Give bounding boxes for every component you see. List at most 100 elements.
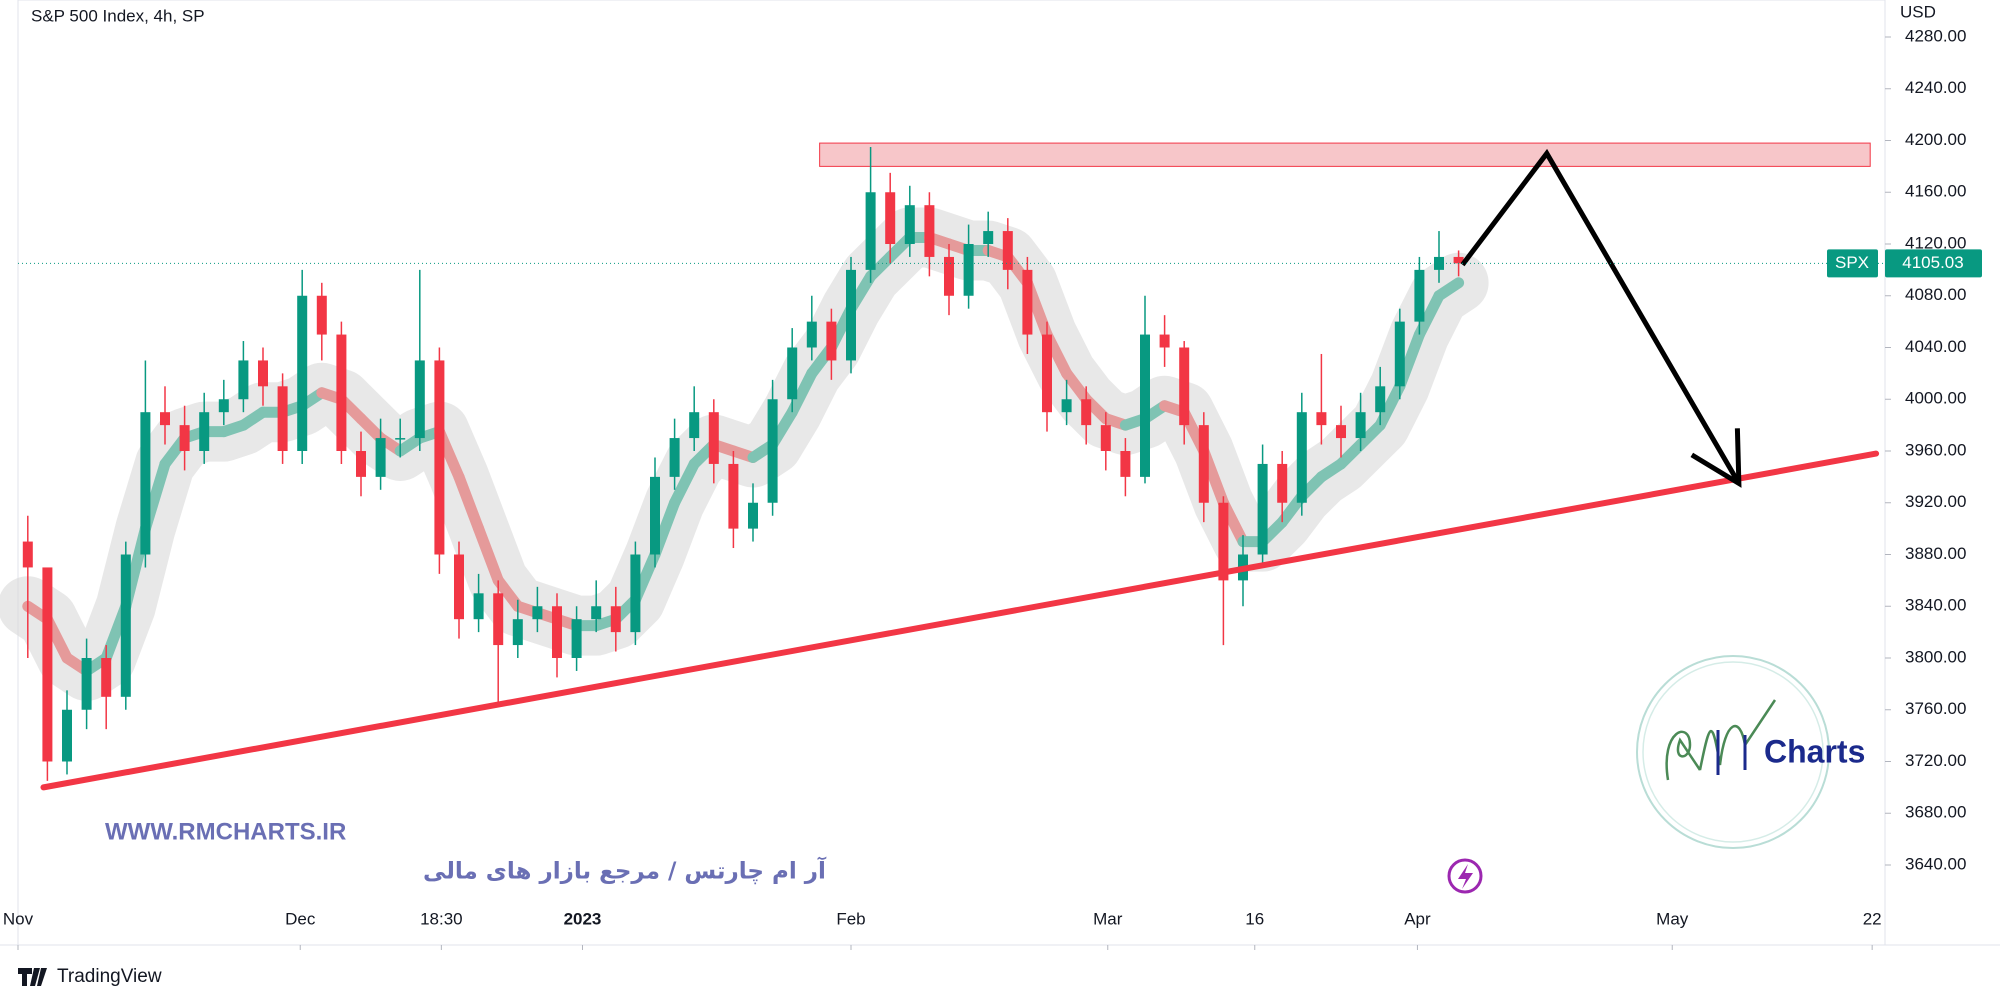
x-tick-label: May [1656, 909, 1689, 928]
x-tick-label: 16 [1245, 909, 1264, 928]
candle-body [571, 619, 582, 658]
price-badge [1885, 249, 1982, 278]
candle-body [1002, 231, 1013, 270]
candle-body [160, 412, 170, 426]
candle-body [1355, 412, 1366, 439]
candle-body [1375, 386, 1386, 413]
candle-body [806, 321, 817, 348]
symbol-label: SPX [1835, 253, 1869, 272]
candle-body [610, 606, 621, 633]
watermark-tagline: آر ام چارتس / مرجع بازار های مالی [423, 856, 827, 885]
ma-segment [786, 367, 818, 418]
candle-body [62, 709, 72, 762]
candle-body [473, 593, 484, 620]
candle-body [1100, 425, 1111, 451]
arrow-head [1690, 428, 1742, 488]
y-tick-label: 3880.00 [1905, 544, 1966, 563]
y-tick-label: 4280.00 [1905, 26, 1966, 45]
candle-body [199, 412, 210, 451]
candle-body [1277, 463, 1288, 503]
y-tick-label: 4160.00 [1905, 182, 1966, 201]
candle-body [101, 658, 112, 697]
candle-body [983, 231, 994, 244]
y-tick-label: 3680.00 [1905, 803, 1966, 822]
candle-body [512, 619, 523, 646]
candle-body [493, 593, 504, 646]
candle-body [708, 412, 719, 464]
candle-body [1042, 334, 1052, 413]
ma-segment [669, 458, 700, 509]
currency: USD [1900, 2, 1936, 21]
candle-body [1218, 502, 1229, 581]
trendline [40, 450, 1880, 791]
candle-body [1257, 463, 1268, 555]
symbol-badge [1827, 249, 1878, 278]
x-tick-label: 22 [1863, 909, 1882, 928]
y-tick-label: 3720.00 [1905, 751, 1966, 770]
logo-ring [1636, 655, 1830, 849]
y-tick-label: 4120.00 [1905, 233, 1966, 252]
candle-body [767, 399, 778, 503]
y-tick-label: 3760.00 [1905, 699, 1966, 718]
candle-body [316, 295, 327, 335]
y-tick-label: 4240.00 [1905, 78, 1966, 97]
candle-body [1140, 334, 1150, 477]
candle-body [179, 425, 190, 451]
candle-body [1081, 399, 1092, 426]
y-tick-label: 4080.00 [1905, 285, 1966, 304]
x-tick-label: Dec [285, 909, 316, 928]
candle-body [375, 438, 386, 477]
candle-body [630, 554, 641, 633]
ma-segment [1433, 277, 1465, 302]
y-tick-label: 3840.00 [1905, 596, 1966, 615]
footer-brand: TradingView [57, 966, 162, 987]
y-tick-label: 4000.00 [1905, 389, 1966, 408]
x-tick-label: 2023 [564, 909, 602, 928]
candle-body [1296, 412, 1307, 503]
tv-logo: TradingView [18, 966, 162, 987]
logo: Charts [1636, 655, 1865, 849]
candle-body [42, 567, 53, 762]
candle-body [454, 554, 464, 620]
ma-segment [473, 523, 504, 586]
candle-body [1159, 334, 1170, 348]
y-tick-label: 3960.00 [1905, 440, 1966, 459]
y-tick-label: 3640.00 [1905, 854, 1966, 873]
candle-body [865, 192, 876, 270]
candle-body [826, 321, 837, 361]
candle-body [218, 399, 229, 413]
x-tick-label: 18:30 [420, 909, 463, 928]
candle-body [258, 360, 268, 387]
candle-body [1336, 425, 1346, 439]
candle-body [1414, 269, 1425, 322]
y-tick-label: 3920.00 [1905, 492, 1966, 511]
lightning-icon [1447, 858, 1483, 894]
candle-body [297, 295, 308, 451]
candle-body [669, 438, 680, 477]
x-tick-label: Apr [1404, 909, 1431, 928]
ma-segment [453, 471, 485, 535]
chart-title: S&P 500 Index, 4h, SP [31, 6, 205, 25]
y-tick-label: 4200.00 [1905, 130, 1966, 149]
candle-body [552, 606, 562, 658]
candle-body [336, 334, 347, 451]
candle-body [1453, 256, 1464, 264]
candle-body [846, 269, 856, 361]
candle-body [414, 360, 425, 439]
candle-body [140, 412, 151, 555]
plot-layer [0, 142, 1885, 791]
candle-body [1022, 269, 1033, 335]
candle-body [277, 386, 288, 451]
last-price-label: 4105.03 [1902, 253, 1963, 272]
logo-ring [1642, 661, 1824, 843]
candle-body [395, 438, 406, 440]
candle-body [1394, 321, 1405, 387]
projection-arrow [1460, 148, 1742, 485]
candle-body [650, 476, 660, 555]
candle-body [787, 347, 798, 400]
y-tick-label: 3800.00 [1905, 647, 1966, 666]
plot-frame [17, 0, 1886, 946]
candle-body [748, 502, 758, 529]
candle-body [1316, 412, 1327, 426]
logo-script [1665, 699, 1777, 781]
